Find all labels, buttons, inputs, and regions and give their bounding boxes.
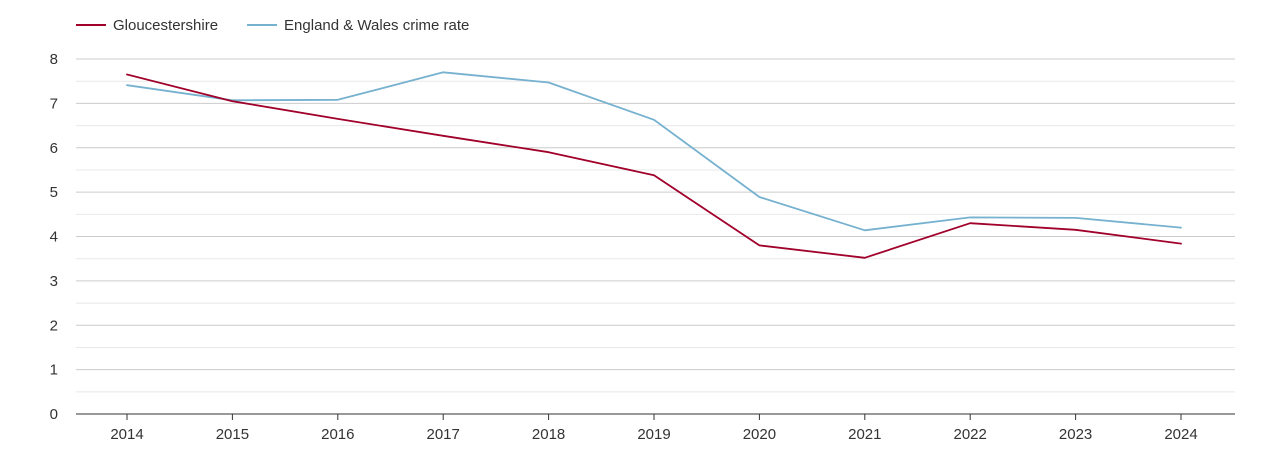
legend: Gloucestershire England & Wales crime rat… [76, 17, 469, 34]
x-tick-label: 2020 [743, 426, 776, 443]
x-tick-label: 2019 [637, 426, 670, 443]
x-axis: 2014 2015 2016 2017 2018 2019 2020 2021 2022 2023… [76, 413, 1235, 443]
series-line-england-wales [126, 71, 1182, 232]
y-tick-label: 2 [50, 317, 58, 334]
x-tick-label: 2021 [848, 426, 881, 443]
y-tick-label: 6 [50, 140, 58, 157]
y-tick-label: 5 [50, 184, 58, 201]
x-tick-label: 2015 [216, 426, 249, 443]
y-axis: 0 1 2 3 4 5 6 7 8 [50, 51, 58, 423]
grid [76, 58, 1235, 393]
x-tick-label: 2017 [427, 426, 460, 443]
y-tick-label: 4 [50, 229, 58, 246]
legend-label: England & Wales crime rate [284, 17, 469, 34]
x-tick-label: 2023 [1059, 426, 1092, 443]
series-line-gloucestershire [126, 73, 1182, 259]
x-tick-label: 2016 [321, 426, 354, 443]
x-tick-label: 2022 [954, 426, 987, 443]
x-tick-label: 2014 [110, 426, 143, 443]
series-lines [126, 71, 1182, 259]
y-tick-label: 0 [50, 406, 58, 423]
y-tick-label: 1 [50, 362, 58, 379]
x-tick-label: 2018 [532, 426, 565, 443]
legend-label: Gloucestershire [113, 17, 218, 34]
y-tick-label: 8 [50, 51, 58, 68]
y-tick-label: 7 [50, 95, 58, 112]
y-tick-label: 3 [50, 273, 58, 290]
x-tick-label: 2024 [1164, 426, 1197, 443]
